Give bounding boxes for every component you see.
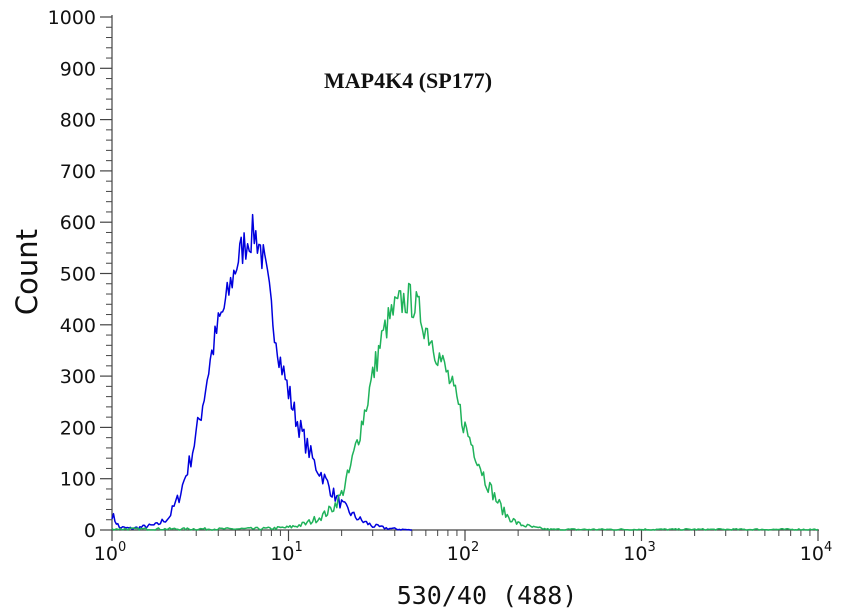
y-tick-label: 400 <box>60 315 96 337</box>
y-axis-label: Count <box>10 229 44 315</box>
y-tick-label: 300 <box>60 366 96 388</box>
x-tick-label: 104 <box>800 540 832 565</box>
y-tick-label: 600 <box>60 212 96 234</box>
x-tick-label: 103 <box>623 540 655 565</box>
y-tick-label: 900 <box>60 58 96 80</box>
y-tick-label: 700 <box>60 161 96 183</box>
y-tick-label: 0 <box>84 520 96 542</box>
y-tick-label: 500 <box>60 264 96 286</box>
y-tick-label: 800 <box>60 110 96 132</box>
y-tick-label: 100 <box>60 469 96 491</box>
x-axis-label: 530/40 (488) <box>397 581 578 610</box>
y-tick-label: 200 <box>60 417 96 439</box>
x-tick-label: 100 <box>94 540 126 565</box>
series-group <box>111 213 819 531</box>
x-tick-label: 102 <box>447 540 479 565</box>
x-tick-label: 101 <box>270 540 302 565</box>
series-line-1 <box>111 213 412 531</box>
chart-title: MAP4K4 (SP177) <box>324 68 492 93</box>
series-line-2 <box>111 282 819 531</box>
y-tick-label: 1000 <box>48 7 96 29</box>
